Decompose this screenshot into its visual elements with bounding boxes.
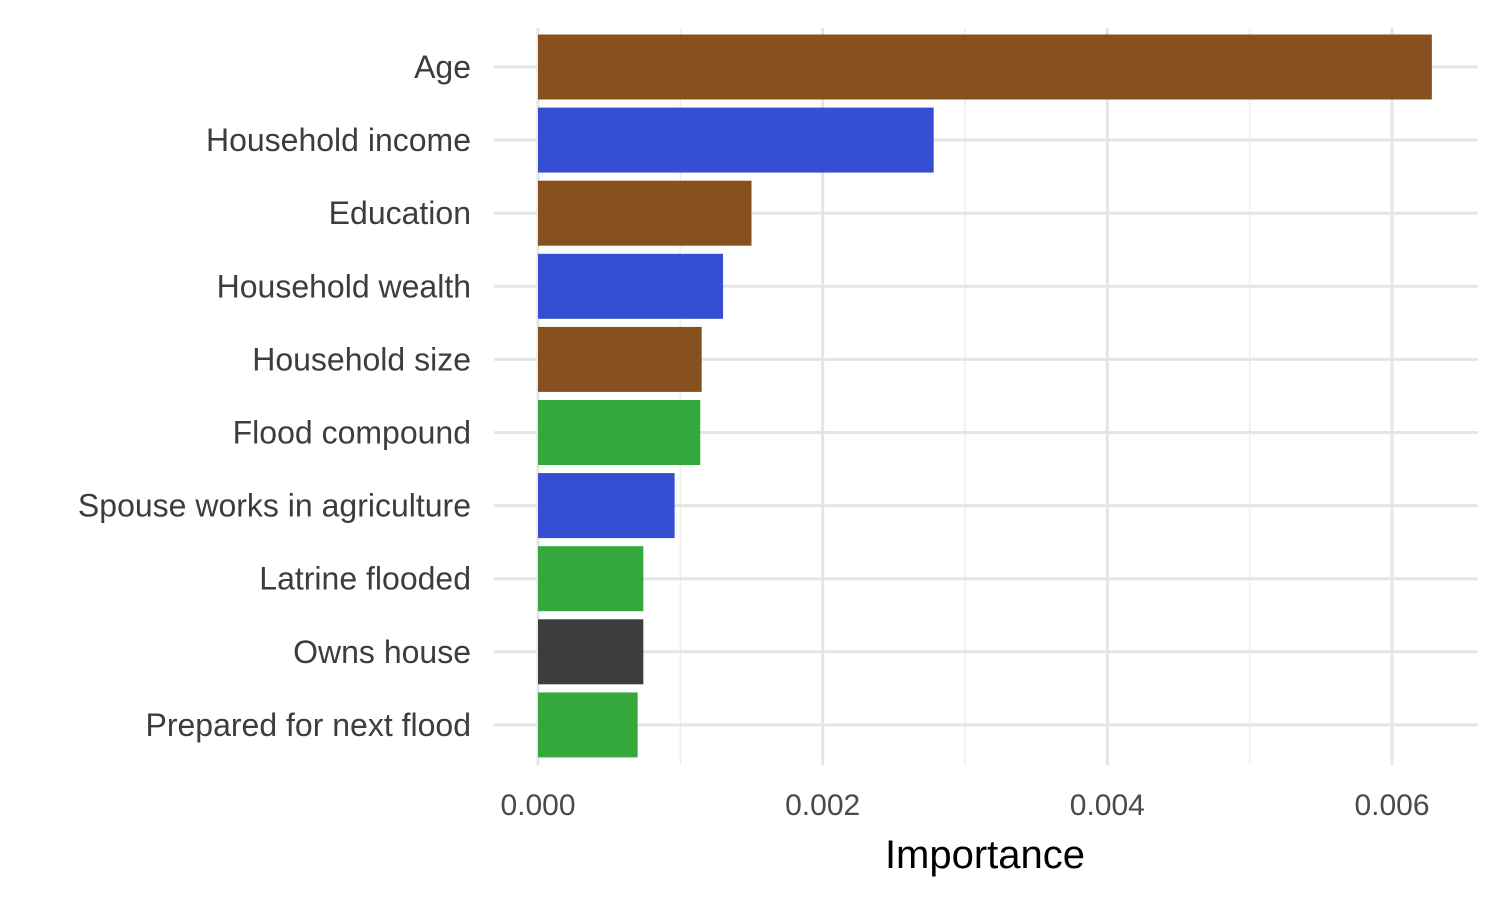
category-label: Owns house (293, 634, 471, 670)
x-tick-label: 0.006 (1354, 789, 1429, 822)
bars (538, 34, 1432, 758)
category-label: Education (329, 195, 471, 231)
category-label: Age (414, 49, 471, 85)
category-label: Household wealth (217, 268, 471, 304)
bar (538, 107, 934, 173)
x-tick-label: 0.002 (785, 789, 860, 822)
bar (538, 473, 675, 539)
bar (538, 253, 724, 319)
bar (538, 400, 701, 465)
bar (538, 326, 702, 392)
category-labels: Age Household income Education Household we… (78, 49, 471, 743)
x-tick-labels: 0.000 0.002 0.004 0.006 (500, 789, 1429, 822)
category-label: Spouse works in agriculture (78, 488, 471, 524)
category-label: Household size (252, 341, 471, 377)
category-label: Latrine flooded (259, 561, 471, 597)
category-label: Household income (206, 122, 471, 158)
x-axis-title: Importance (885, 833, 1085, 877)
bar (538, 692, 638, 758)
bar (538, 180, 752, 246)
bar (538, 34, 1432, 100)
bar (538, 619, 644, 685)
category-label: Prepared for next flood (145, 707, 471, 743)
bar (538, 546, 644, 612)
x-tick-label: 0.000 (500, 789, 575, 822)
category-label: Flood compound (233, 415, 471, 451)
x-tick-label: 0.004 (1070, 789, 1145, 822)
